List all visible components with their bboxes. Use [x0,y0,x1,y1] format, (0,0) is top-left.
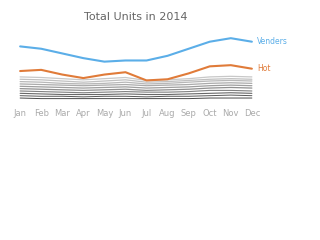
Text: Venders: Venders [257,37,288,46]
Text: Hot: Hot [257,64,271,73]
Title: Total Units in 2014: Total Units in 2014 [84,12,188,23]
